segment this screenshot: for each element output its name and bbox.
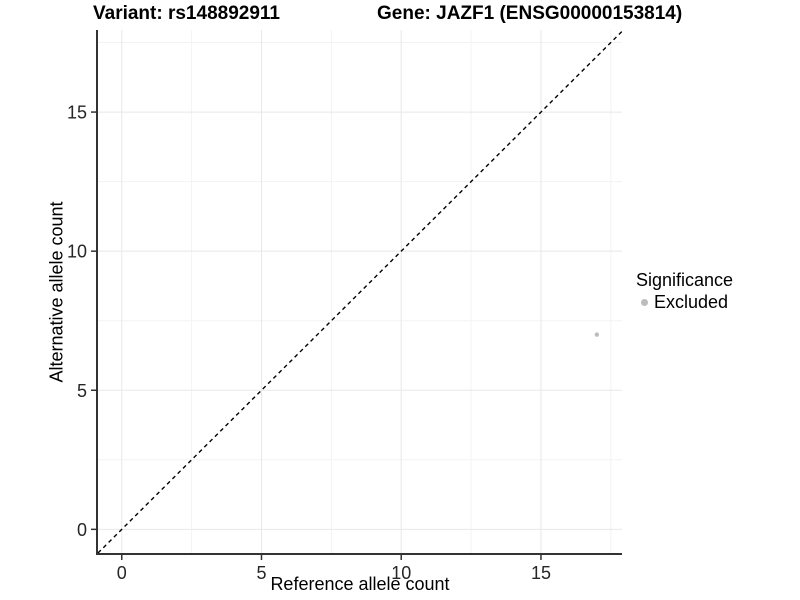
- legend-point-icon: [641, 299, 648, 306]
- x-tick-label: 15: [531, 563, 551, 583]
- y-tick-label: 15: [67, 103, 87, 123]
- x-axis-title: Reference allele count: [270, 574, 450, 594]
- x-tick-label: 5: [256, 563, 266, 583]
- data-point: [594, 332, 600, 337]
- y-tick-label: 0: [77, 520, 87, 540]
- legend-title: Significance: [636, 270, 734, 290]
- y-axis-title: Alternative allele count: [46, 201, 67, 383]
- x-tick-label: 10: [391, 563, 411, 583]
- plot-title-gene: Gene: JAZF1 (ENSG00000153814): [377, 3, 683, 24]
- plot-title-variant: Variant: rs148892911: [93, 3, 280, 24]
- y-tick-label: 5: [77, 381, 87, 401]
- legend-item-excluded: Excluded: [636, 292, 733, 313]
- x-tick-label: 0: [117, 563, 127, 583]
- legend-item-label: Excluded: [654, 292, 729, 312]
- y-tick-label: 10: [67, 242, 87, 262]
- legend: Significance Excluded: [636, 270, 733, 313]
- identity-line: [97, 30, 623, 554]
